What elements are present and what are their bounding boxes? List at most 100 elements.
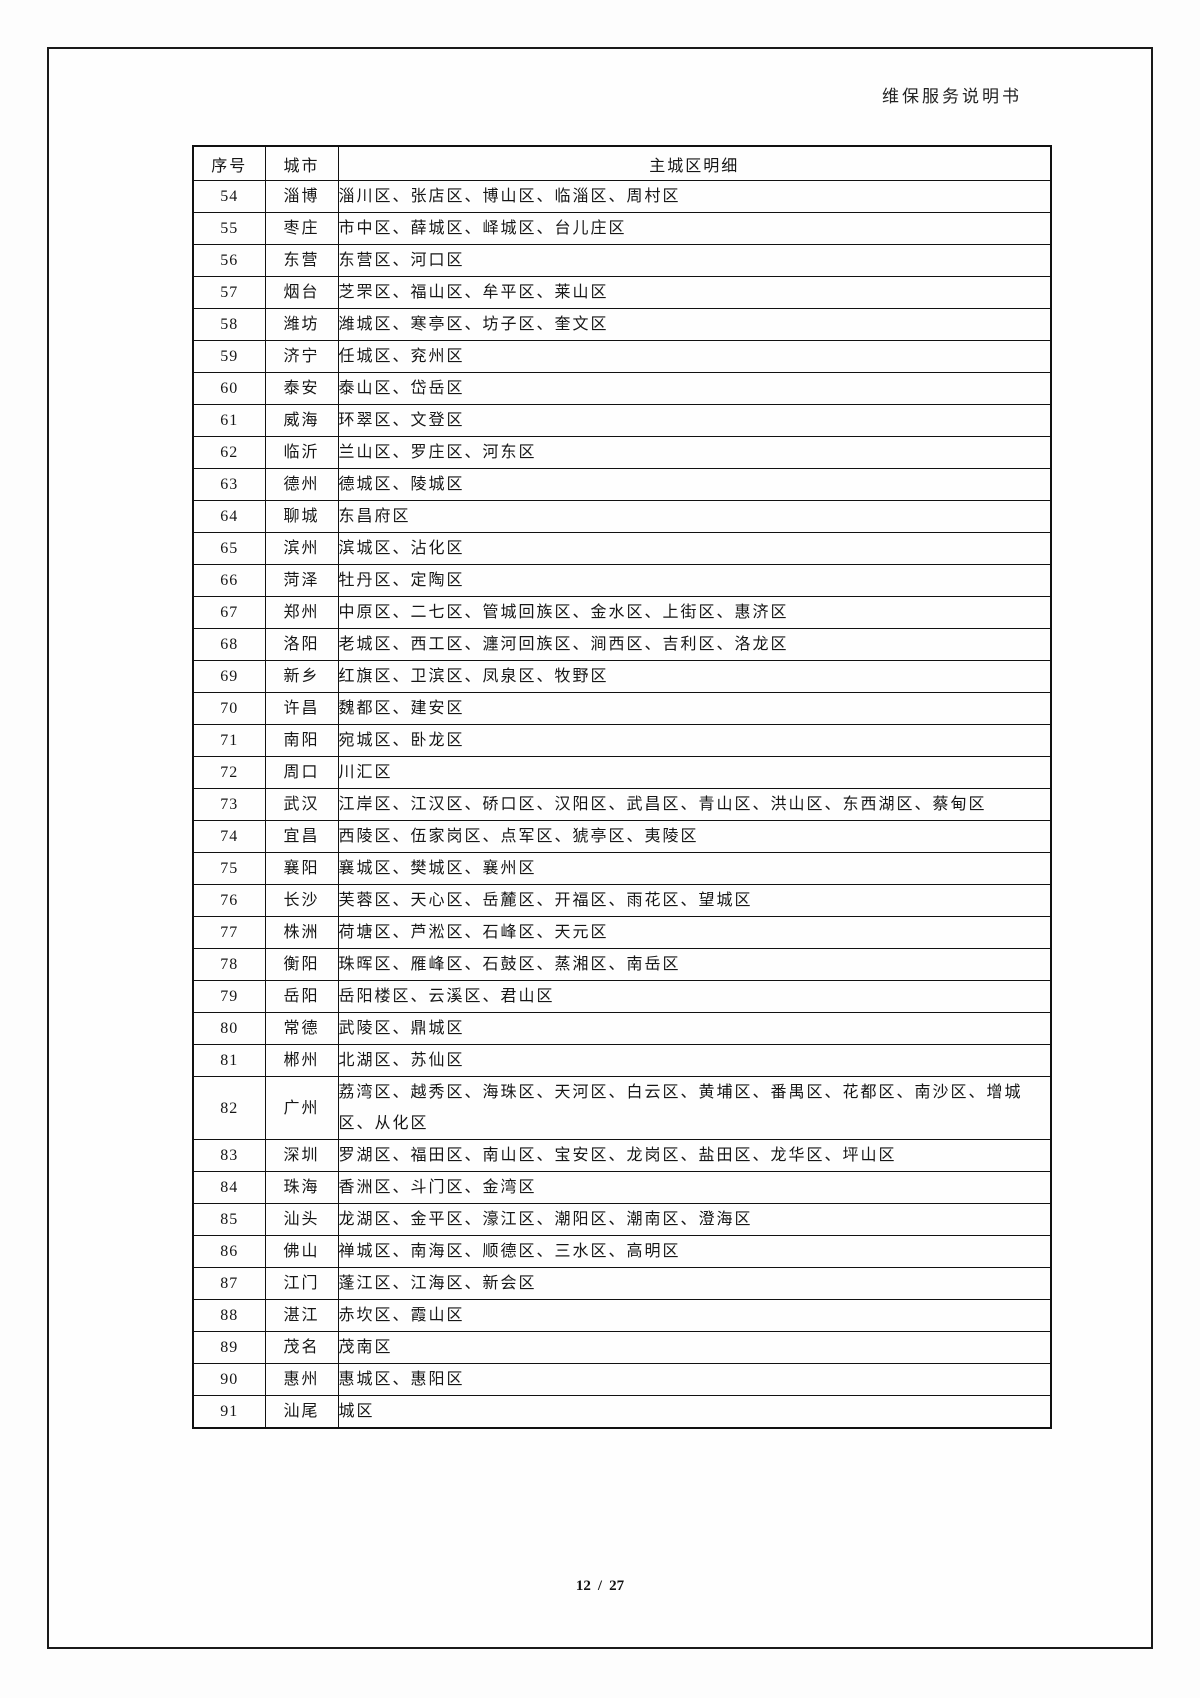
districts-cell: 武陵区、鼎城区 — [337, 1012, 1052, 1045]
row-number-cell: 68 — [192, 628, 266, 661]
city-cell: 菏泽 — [264, 564, 339, 597]
column-header-city: 城市 — [264, 145, 339, 181]
districts-cell: 赤坎区、霞山区 — [337, 1299, 1052, 1332]
row-number-cell: 79 — [192, 980, 266, 1013]
districts-cell: 淄川区、张店区、博山区、临淄区、周村区 — [337, 180, 1052, 213]
row-number-cell: 90 — [192, 1363, 266, 1396]
districts-cell: 江岸区、江汉区、硚口区、汉阳区、武昌区、青山区、洪山区、东西湖区、蔡甸区 — [337, 788, 1052, 821]
row-number-cell: 58 — [192, 308, 266, 341]
city-cell: 南阳 — [264, 724, 339, 757]
row-number-cell: 88 — [192, 1299, 266, 1332]
row-number-cell: 66 — [192, 564, 266, 597]
city-cell: 汕头 — [264, 1203, 339, 1236]
row-number-cell: 61 — [192, 404, 266, 437]
districts-cell: 东营区、河口区 — [337, 244, 1052, 277]
city-cell: 深圳 — [264, 1139, 339, 1172]
city-cell: 滨州 — [264, 532, 339, 565]
row-number-cell: 81 — [192, 1044, 266, 1077]
districts-cell: 茂南区 — [337, 1331, 1052, 1364]
table-row: 82 广州 荔湾区、越秀区、海珠区、天河区、白云区、黄埔区、番禺区、花都区、南沙… — [192, 1076, 1052, 1140]
districts-cell: 泰山区、岱岳区 — [337, 372, 1052, 405]
city-cell: 泰安 — [264, 372, 339, 405]
districts-cell: 滨城区、沾化区 — [337, 532, 1052, 565]
districts-cell: 珠晖区、雁峰区、石鼓区、蒸湘区、南岳区 — [337, 948, 1052, 981]
city-cell: 许昌 — [264, 692, 339, 725]
page-footer: 12 / 27 — [0, 1578, 1200, 1595]
districts-cell: 东昌府区 — [337, 500, 1052, 533]
districts-cell: 红旗区、卫滨区、凤泉区、牧野区 — [337, 660, 1052, 693]
city-cell: 广州 — [264, 1076, 339, 1140]
table-row: 70 许昌 魏都区、建安区 — [192, 692, 1052, 725]
city-cell: 佛山 — [264, 1235, 339, 1268]
footer-total-pages: 27 — [609, 1578, 625, 1594]
row-number-cell: 89 — [192, 1331, 266, 1364]
column-header-districts: 主城区明细 — [337, 145, 1052, 181]
table-row: 78 衡阳 珠晖区、雁峰区、石鼓区、蒸湘区、南岳区 — [192, 948, 1052, 981]
table-row: 58 潍坊 潍城区、寒亭区、坊子区、奎文区 — [192, 308, 1052, 341]
city-cell: 周口 — [264, 756, 339, 789]
table-row: 79 岳阳 岳阳楼区、云溪区、君山区 — [192, 980, 1052, 1013]
row-number-cell: 72 — [192, 756, 266, 789]
row-number-cell: 60 — [192, 372, 266, 405]
table-row: 57 烟台 芝罘区、福山区、牟平区、莱山区 — [192, 276, 1052, 309]
city-cell: 汕尾 — [264, 1395, 339, 1429]
row-number-cell: 83 — [192, 1139, 266, 1172]
districts-cell: 环翠区、文登区 — [337, 404, 1052, 437]
row-number-cell: 75 — [192, 852, 266, 885]
row-number-cell: 59 — [192, 340, 266, 373]
city-cell: 潍坊 — [264, 308, 339, 341]
city-districts-table: 序号 城市 主城区明细 54 淄博 淄川区、张店区、博山区、临淄区、周村区 55… — [192, 145, 1052, 1429]
table-row: 74 宜昌 西陵区、伍家岗区、点军区、猇亭区、夷陵区 — [192, 820, 1052, 853]
city-cell: 枣庄 — [264, 212, 339, 245]
districts-cell: 城区 — [337, 1395, 1052, 1429]
table-row: 68 洛阳 老城区、西工区、瀍河回族区、涧西区、吉利区、洛龙区 — [192, 628, 1052, 661]
city-cell: 江门 — [264, 1267, 339, 1300]
districts-cell: 香洲区、斗门区、金湾区 — [337, 1171, 1052, 1204]
districts-cell: 川汇区 — [337, 756, 1052, 789]
table-row: 54 淄博 淄川区、张店区、博山区、临淄区、周村区 — [192, 180, 1052, 213]
row-number-cell: 82 — [192, 1076, 266, 1140]
districts-cell: 罗湖区、福田区、南山区、宝安区、龙岗区、盐田区、龙华区、坪山区 — [337, 1139, 1052, 1172]
row-number-cell: 57 — [192, 276, 266, 309]
city-cell: 株洲 — [264, 916, 339, 949]
city-cell: 济宁 — [264, 340, 339, 373]
table-row: 73 武汉 江岸区、江汉区、硚口区、汉阳区、武昌区、青山区、洪山区、东西湖区、蔡… — [192, 788, 1052, 821]
table-row: 55 枣庄 市中区、薛城区、峄城区、台儿庄区 — [192, 212, 1052, 245]
districts-cell: 龙湖区、金平区、濠江区、潮阳区、潮南区、澄海区 — [337, 1203, 1052, 1236]
city-cell: 湛江 — [264, 1299, 339, 1332]
table-row: 71 南阳 宛城区、卧龙区 — [192, 724, 1052, 757]
table-row: 87 江门 蓬江区、江海区、新会区 — [192, 1267, 1052, 1300]
districts-cell: 牡丹区、定陶区 — [337, 564, 1052, 597]
row-number-cell: 70 — [192, 692, 266, 725]
table-row: 69 新乡 红旗区、卫滨区、凤泉区、牧野区 — [192, 660, 1052, 693]
table-row: 80 常德 武陵区、鼎城区 — [192, 1012, 1052, 1045]
city-cell: 茂名 — [264, 1331, 339, 1364]
districts-cell: 芙蓉区、天心区、岳麓区、开福区、雨花区、望城区 — [337, 884, 1052, 917]
row-number-cell: 71 — [192, 724, 266, 757]
row-number-cell: 87 — [192, 1267, 266, 1300]
city-cell: 临沂 — [264, 436, 339, 469]
column-header-index: 序号 — [192, 145, 266, 181]
table-row: 81 郴州 北湖区、苏仙区 — [192, 1044, 1052, 1077]
row-number-cell: 56 — [192, 244, 266, 277]
table-header-row: 序号 城市 主城区明细 — [192, 145, 1052, 181]
row-number-cell: 65 — [192, 532, 266, 565]
row-number-cell: 91 — [192, 1395, 266, 1429]
table-row: 89 茂名 茂南区 — [192, 1331, 1052, 1364]
districts-cell: 宛城区、卧龙区 — [337, 724, 1052, 757]
row-number-cell: 78 — [192, 948, 266, 981]
city-cell: 惠州 — [264, 1363, 339, 1396]
districts-cell: 北湖区、苏仙区 — [337, 1044, 1052, 1077]
table-row: 83 深圳 罗湖区、福田区、南山区、宝安区、龙岗区、盐田区、龙华区、坪山区 — [192, 1139, 1052, 1172]
row-number-cell: 67 — [192, 596, 266, 629]
table-row: 85 汕头 龙湖区、金平区、濠江区、潮阳区、潮南区、澄海区 — [192, 1203, 1052, 1236]
table-row: 76 长沙 芙蓉区、天心区、岳麓区、开福区、雨花区、望城区 — [192, 884, 1052, 917]
city-cell: 襄阳 — [264, 852, 339, 885]
districts-cell: 岳阳楼区、云溪区、君山区 — [337, 980, 1052, 1013]
row-number-cell: 64 — [192, 500, 266, 533]
city-cell: 洛阳 — [264, 628, 339, 661]
city-cell: 珠海 — [264, 1171, 339, 1204]
row-number-cell: 63 — [192, 468, 266, 501]
table-row: 66 菏泽 牡丹区、定陶区 — [192, 564, 1052, 597]
row-number-cell: 62 — [192, 436, 266, 469]
